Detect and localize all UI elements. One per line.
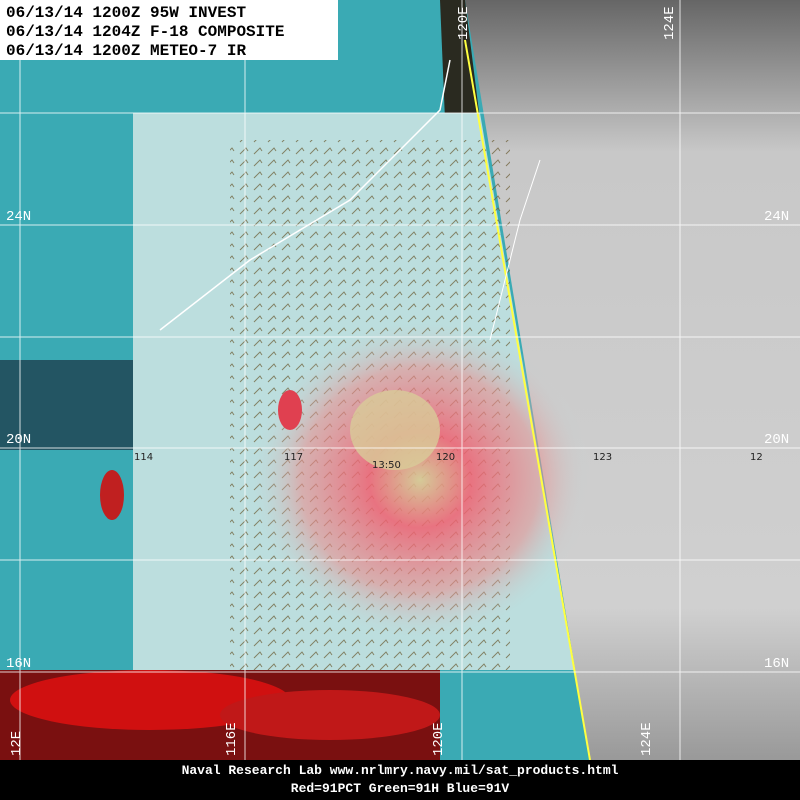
lon-label: 12E <box>9 731 25 756</box>
header-line: 06/13/14 1200Z METEO-7 IR <box>6 42 246 60</box>
lat-label: 16N <box>764 656 789 672</box>
header-box <box>0 0 338 60</box>
lon-label: 116E <box>224 722 240 756</box>
header-line: 06/13/14 1200Z 95W INVEST <box>6 4 246 22</box>
inner-lon-label: 123 <box>593 452 612 463</box>
lon-label: 124E <box>639 722 655 756</box>
footer-box <box>0 760 800 800</box>
lat-label: 20N <box>6 432 31 448</box>
header-line: 06/13/14 1204Z F-18 COMPOSITE <box>6 23 284 41</box>
inner-lon-label: 117 <box>284 452 303 463</box>
inner-lon-label: 114 <box>134 452 153 463</box>
lon-label: 120E <box>431 722 447 756</box>
footer-line: Naval Research Lab www.nrlmry.navy.mil/s… <box>182 763 619 778</box>
lon-label: 120E <box>456 6 472 40</box>
lon-label: 124E <box>662 6 678 40</box>
lat-label: 20N <box>764 432 789 448</box>
graticule <box>0 0 800 760</box>
lat-label: 24N <box>6 209 31 225</box>
inner-lon-label: 120 <box>436 452 455 463</box>
inner-lon-label: 12 <box>750 452 763 463</box>
time-label: 13:50 <box>372 460 401 471</box>
lat-label: 16N <box>6 656 31 672</box>
footer-line: Red=91PCT Green=91H Blue=91V <box>291 781 510 796</box>
lat-label: 24N <box>764 209 789 225</box>
